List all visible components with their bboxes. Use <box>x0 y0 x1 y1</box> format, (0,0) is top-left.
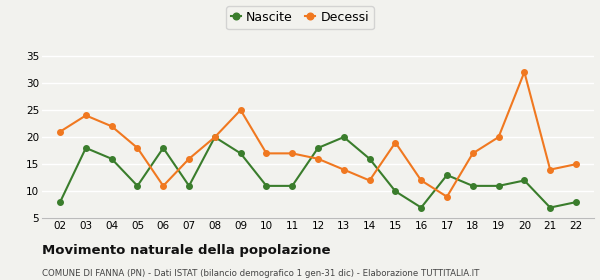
Decessi <box>82 114 89 117</box>
Decessi <box>418 179 425 182</box>
Nascite <box>160 146 167 150</box>
Decessi <box>263 152 270 155</box>
Decessi <box>160 184 167 188</box>
Decessi <box>289 152 296 155</box>
Nascite <box>263 184 270 188</box>
Text: Movimento naturale della popolazione: Movimento naturale della popolazione <box>42 244 331 256</box>
Decessi <box>185 157 193 160</box>
Decessi <box>521 70 528 74</box>
Nascite <box>340 136 347 139</box>
Nascite <box>418 206 425 209</box>
Nascite <box>134 184 141 188</box>
Nascite <box>521 179 528 182</box>
Decessi <box>340 168 347 171</box>
Nascite <box>443 173 451 177</box>
Decessi <box>469 152 476 155</box>
Decessi <box>237 108 244 112</box>
Legend: Nascite, Decessi: Nascite, Decessi <box>226 6 374 29</box>
Nascite <box>108 157 115 160</box>
Nascite <box>56 200 64 204</box>
Nascite <box>185 184 193 188</box>
Line: Nascite: Nascite <box>57 134 579 210</box>
Decessi <box>314 157 322 160</box>
Nascite <box>392 190 399 193</box>
Decessi <box>547 168 554 171</box>
Decessi <box>572 162 580 166</box>
Nascite <box>211 136 218 139</box>
Decessi <box>443 195 451 199</box>
Nascite <box>495 184 502 188</box>
Text: COMUNE DI FANNA (PN) - Dati ISTAT (bilancio demografico 1 gen-31 dic) - Elaboraz: COMUNE DI FANNA (PN) - Dati ISTAT (bilan… <box>42 269 479 278</box>
Nascite <box>314 146 322 150</box>
Nascite <box>469 184 476 188</box>
Decessi <box>366 179 373 182</box>
Nascite <box>82 146 89 150</box>
Decessi <box>56 130 64 133</box>
Decessi <box>495 136 502 139</box>
Decessi <box>392 141 399 144</box>
Nascite <box>366 157 373 160</box>
Line: Decessi: Decessi <box>57 69 579 200</box>
Nascite <box>547 206 554 209</box>
Decessi <box>134 146 141 150</box>
Decessi <box>211 136 218 139</box>
Nascite <box>289 184 296 188</box>
Decessi <box>108 125 115 128</box>
Nascite <box>572 200 580 204</box>
Nascite <box>237 152 244 155</box>
